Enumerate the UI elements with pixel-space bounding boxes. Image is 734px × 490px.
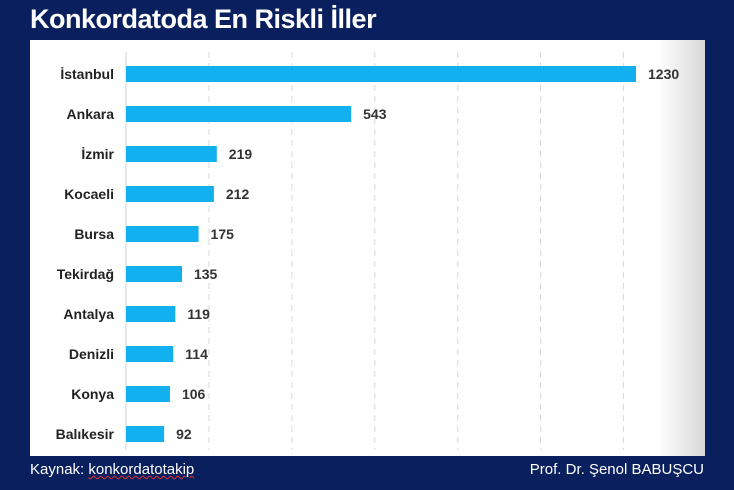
category-label: Ankara: [67, 106, 115, 122]
bar: [126, 386, 170, 402]
category-label: Tekirdağ: [57, 266, 114, 282]
bar: [126, 226, 199, 242]
bar: [126, 106, 352, 122]
category-label: Bursa: [74, 226, 114, 242]
category-label: Balıkesir: [56, 426, 115, 442]
data-label: 1230: [648, 66, 679, 82]
category-label: İstanbul: [60, 66, 114, 82]
bar: [126, 426, 165, 442]
source-value: konkordatotakip: [88, 461, 195, 478]
category-label: Kocaeli: [64, 186, 114, 202]
bar: [126, 306, 176, 322]
data-label: 119: [187, 306, 210, 322]
data-label: 114: [185, 346, 208, 362]
category-label: Antalya: [63, 306, 114, 322]
data-label: 106: [182, 386, 206, 402]
source-label: Kaynak:: [30, 461, 85, 478]
data-label: 92: [176, 426, 192, 442]
page-title: Konkordatoda En Riskli İller: [30, 4, 377, 34]
data-label: 212: [226, 186, 250, 202]
category-label: Denizli: [69, 346, 114, 362]
source-note: Kaynak: konkordatotakip: [30, 461, 194, 478]
category-label: İzmir: [81, 146, 114, 162]
data-label: 219: [229, 146, 253, 162]
author: Prof. Dr. Şenol BABUŞCU: [529, 461, 704, 478]
category-label: Konya: [71, 386, 114, 402]
bar: [126, 186, 214, 202]
bar: [126, 266, 182, 282]
bar: [126, 346, 174, 362]
data-label: 175: [211, 226, 235, 242]
data-label: 543: [363, 106, 387, 122]
data-label: 135: [194, 266, 218, 282]
bar: [126, 146, 217, 162]
bar: [126, 66, 636, 82]
